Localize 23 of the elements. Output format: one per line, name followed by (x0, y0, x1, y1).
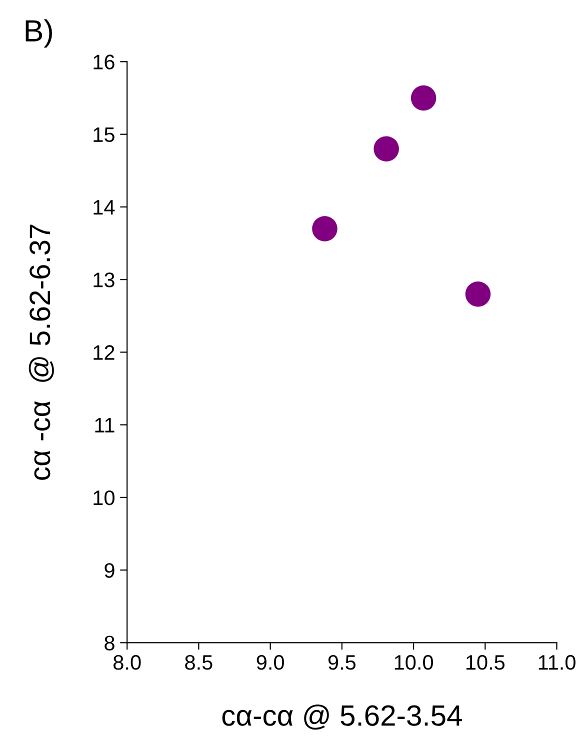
x-tick-label: 8.5 (185, 655, 212, 670)
x-axis-title: cα-cα @ 5.62-3.54 (222, 704, 462, 730)
y-tick-label: 8 (104, 636, 114, 650)
x-tick-label: 9.5 (328, 655, 356, 670)
y-tick-label: 9 (104, 563, 114, 578)
x-tick-label: 10.0 (394, 655, 433, 670)
y-tick-label: 11 (95, 418, 114, 432)
y-tick-label: 15 (94, 128, 114, 142)
y-tick-label: 12 (94, 345, 114, 360)
y-tick-label: 10 (94, 490, 114, 506)
point (374, 136, 399, 162)
y-tick-label: 16 (94, 54, 114, 70)
point (465, 281, 491, 307)
y-axis-title: cα -cα @ 5.62-6.37 (28, 224, 54, 480)
y-tick-label: 13 (94, 272, 114, 288)
x-tick-label: 9.0 (256, 655, 284, 670)
y-tick-label: 14 (94, 200, 115, 214)
x-tick-label: 8.0 (114, 655, 141, 670)
point (410, 85, 436, 111)
x-tick-label: 11.0 (538, 655, 576, 670)
chart-title: B) (26, 19, 52, 48)
point (312, 216, 338, 242)
x-tick-label: 10.5 (466, 655, 505, 670)
